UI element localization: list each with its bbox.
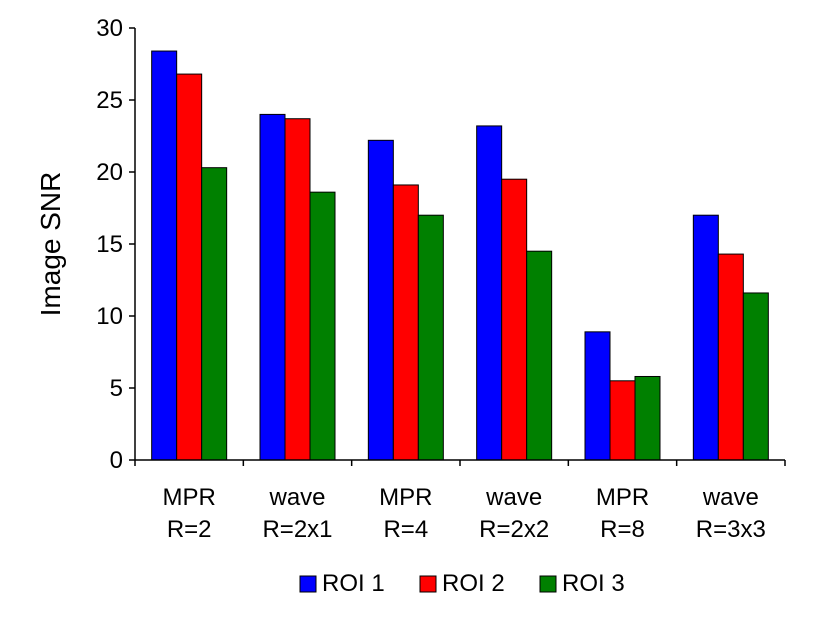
x-category-label: wave — [702, 484, 759, 511]
bar-roi1-cat3 — [367, 139, 394, 461]
bar-roi3-cat5 — [634, 375, 661, 461]
bar-roi3-cat2 — [309, 191, 336, 461]
legend-label-roi1: ROI 1 — [322, 570, 385, 597]
bar-roi1-cat4 — [476, 125, 503, 461]
x-category-label: R=4 — [383, 516, 428, 543]
y-axis-title: Image SNR — [35, 172, 66, 317]
x-category-label: wave — [268, 484, 325, 511]
y-tick-label: 10 — [96, 303, 123, 330]
legend-swatch-roi1 — [299, 575, 317, 593]
y-tick-label: 5 — [110, 375, 123, 402]
y-tick-label: 15 — [96, 231, 123, 258]
x-category-label: R=2x1 — [262, 516, 332, 543]
bar-roi3-cat6 — [742, 292, 769, 461]
x-category-label: R=2x2 — [479, 516, 549, 543]
y-tick-label: 20 — [96, 159, 123, 186]
bar-roi3-cat1 — [201, 167, 228, 461]
bar-roi2-cat3 — [392, 184, 419, 461]
legend-label-roi2: ROI 2 — [442, 570, 505, 597]
bar-roi1-cat6 — [692, 214, 719, 461]
x-category-label: R=3x3 — [696, 516, 766, 543]
y-tick-label: 25 — [96, 87, 123, 114]
y-tick-label: 0 — [110, 447, 123, 474]
x-category-label: R=8 — [600, 516, 645, 543]
legend-label-roi3: ROI 3 — [562, 570, 625, 597]
bar-roi1-cat1 — [151, 50, 178, 461]
bar-roi3-cat3 — [417, 214, 444, 461]
legend-swatch-roi2 — [419, 575, 437, 593]
legend: ROI 1 ROI 2 ROI 3 — [299, 570, 625, 597]
x-category-label: wave — [485, 484, 542, 511]
bar-roi2-cat2 — [284, 118, 311, 461]
x-category-label: MPR — [379, 484, 432, 511]
bars-group — [151, 50, 769, 461]
bar-roi1-cat5 — [584, 331, 611, 461]
bar-roi2-cat6 — [717, 253, 744, 461]
x-category-label: MPR — [596, 484, 649, 511]
bar-roi3-cat4 — [526, 250, 553, 461]
bar-roi2-cat5 — [609, 380, 636, 461]
legend-swatch-roi3 — [539, 575, 557, 593]
bar-roi2-cat1 — [176, 73, 203, 461]
y-tick-label: 30 — [96, 15, 123, 42]
axes-group: 0 5 10 15 20 25 30 MPR R=2 wave R=2x1 MPR R=4 wave R=2… — [96, 15, 786, 543]
x-category-label: R=2 — [167, 516, 212, 543]
bar-roi2-cat4 — [501, 178, 528, 461]
bar-roi1-cat2 — [259, 113, 286, 461]
x-category-label: MPR — [162, 484, 215, 511]
